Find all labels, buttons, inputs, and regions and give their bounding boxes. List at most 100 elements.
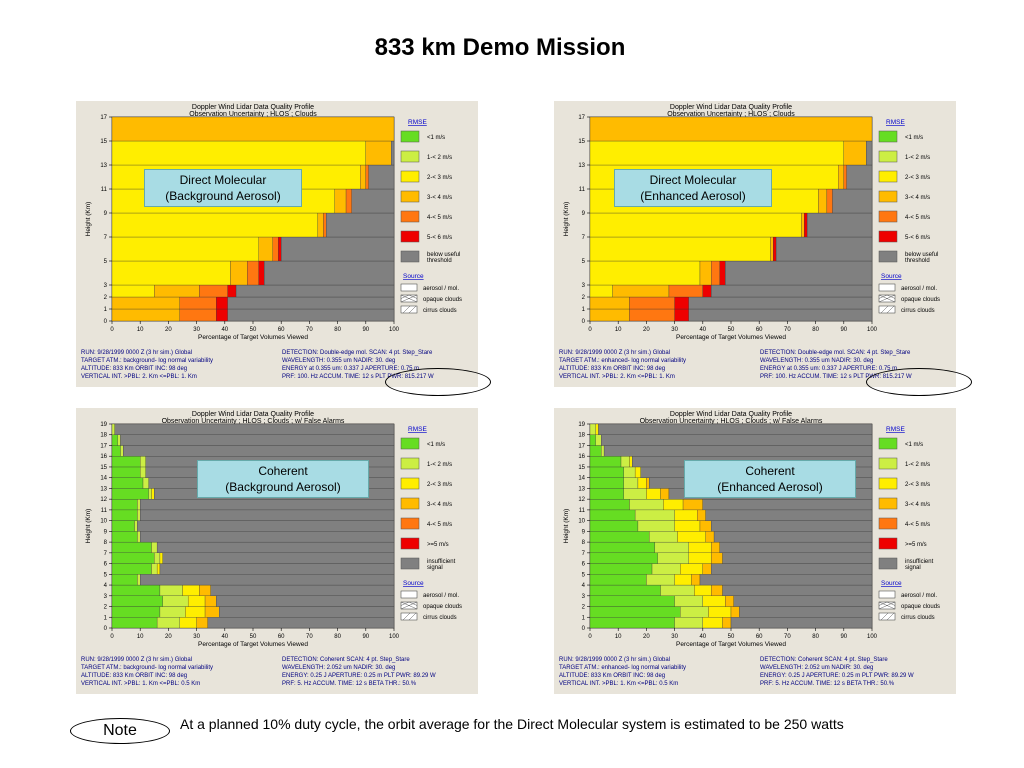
bar-segment bbox=[111, 584, 161, 596]
legend-swatch bbox=[400, 250, 420, 263]
legend-swatch bbox=[400, 517, 420, 530]
y-tick-label: 9 bbox=[104, 211, 108, 217]
run-info-line: WAVELENGTH: 0.355 um NADIR: 30. deg bbox=[760, 358, 874, 364]
bar-segment bbox=[589, 296, 630, 310]
y-tick-label: 2 bbox=[104, 605, 108, 611]
overlay-label: Direct Molecular (Enhanced Aerosol) bbox=[614, 169, 772, 207]
bar-segment bbox=[711, 563, 873, 575]
legend-swatch bbox=[400, 170, 420, 183]
overlay-label-line: (Enhanced Aerosol) bbox=[717, 480, 823, 494]
x-tick-label: 0 bbox=[110, 327, 114, 333]
bar-segment bbox=[140, 509, 395, 521]
bar-segment bbox=[111, 466, 141, 478]
source-swatch bbox=[400, 590, 418, 599]
y-tick-label: 12 bbox=[100, 497, 107, 503]
legend-swatch bbox=[400, 130, 420, 143]
bar-segment bbox=[179, 617, 197, 629]
bar-segment bbox=[682, 499, 703, 511]
legend-swatch bbox=[878, 250, 898, 263]
bar-segment bbox=[117, 434, 121, 446]
run-info-line: ENERGY: 0.25 J APERTURE: 0.25 m PLT PWR:… bbox=[760, 673, 914, 679]
bar-segment bbox=[230, 260, 248, 286]
x-tick-label: 50 bbox=[250, 327, 257, 333]
bar-segment bbox=[137, 499, 141, 511]
x-tick-label: 60 bbox=[756, 634, 763, 640]
bar-segment bbox=[801, 212, 805, 238]
bar-segment bbox=[595, 434, 602, 446]
bar-segment bbox=[680, 606, 709, 618]
bar-segment bbox=[589, 552, 658, 564]
chart-title: Doppler Wind Lidar Data Quality Profile bbox=[192, 411, 314, 418]
x-tick-label: 20 bbox=[643, 327, 650, 333]
legend-title: RMSE bbox=[886, 426, 905, 433]
bar-segment bbox=[713, 531, 873, 543]
run-info-line: DETECTION: Double-edge mol. SCAN: 4 pt. … bbox=[760, 350, 911, 356]
legend-swatch bbox=[878, 477, 898, 490]
cirrus-hatch bbox=[402, 612, 417, 621]
run-info-line: ALTITUDE: 833 Km ORBIT INC: 98 deg bbox=[81, 673, 188, 679]
x-tick-label: 100 bbox=[867, 634, 878, 640]
bar-segment bbox=[674, 595, 703, 607]
x-axis-label: Percentage of Target Volumes Viewed bbox=[198, 641, 308, 648]
bar-segment bbox=[159, 606, 186, 618]
legend-label: threshold bbox=[427, 258, 452, 264]
x-tick-label: 50 bbox=[728, 634, 735, 640]
x-tick-label: 80 bbox=[812, 327, 819, 333]
overlay-label-line: (Background Aerosol) bbox=[165, 189, 281, 203]
source-label: cirrus clouds bbox=[423, 615, 457, 621]
bar-segment bbox=[730, 606, 740, 618]
chart-svg: Doppler Wind Lidar Data Quality ProfileO… bbox=[563, 104, 940, 341]
bar-segment bbox=[185, 606, 206, 618]
run-info-line: VERTICAL INT. >PBL: 1. Km <=PBL: 0.5 Km bbox=[81, 681, 201, 687]
opaque-hatch bbox=[878, 601, 896, 610]
y-tick-label: 0 bbox=[104, 319, 108, 325]
bar-segment bbox=[278, 236, 282, 262]
bar-segment bbox=[705, 531, 715, 543]
bar-segment bbox=[216, 308, 228, 322]
run-info-line: ENERGY: 0.25 J APERTURE: 0.25 m PLT PWR:… bbox=[282, 673, 436, 679]
bar-segment bbox=[162, 552, 395, 564]
chart-svg: Doppler Wind Lidar Data Quality ProfileO… bbox=[563, 411, 940, 648]
y-tick-label: 8 bbox=[582, 540, 586, 546]
legend-label: 4-< 5 m/s bbox=[427, 522, 452, 528]
run-info-line: ENERGY at 0.355 um: 0.337 J APERTURE: 0.… bbox=[282, 366, 420, 372]
bar-segment bbox=[154, 284, 200, 298]
bar-segment bbox=[159, 552, 163, 564]
y-tick-label: 17 bbox=[100, 443, 107, 449]
bar-segment bbox=[589, 434, 596, 446]
bar-segment bbox=[159, 584, 183, 596]
y-tick-label: 4 bbox=[104, 583, 108, 589]
x-tick-label: 100 bbox=[389, 327, 400, 333]
y-tick-label: 19 bbox=[100, 422, 107, 428]
source-label: opaque clouds bbox=[901, 297, 940, 303]
legend-label: threshold bbox=[905, 258, 930, 264]
bar-segment bbox=[111, 116, 395, 142]
bar-segment bbox=[589, 499, 630, 511]
y-tick-label: 11 bbox=[579, 187, 586, 193]
bar-segment bbox=[699, 574, 873, 586]
bar-segment bbox=[351, 188, 395, 214]
bar-segment bbox=[120, 434, 395, 446]
run-info-right: DETECTION: Double-edge mol. SCAN: 4 pt. … bbox=[282, 349, 480, 381]
bar-segment bbox=[589, 236, 771, 262]
bar-segment bbox=[674, 574, 692, 586]
x-tick-label: 40 bbox=[699, 327, 706, 333]
run-info-line: PRF: 100. Hz ACCUM. TIME: 12 s PLT PWR: … bbox=[282, 374, 434, 380]
legend-swatch bbox=[878, 230, 898, 243]
legend-swatch bbox=[878, 537, 898, 550]
chart-title: Doppler Wind Lidar Data Quality Profile bbox=[192, 104, 314, 111]
run-info-line: VERTICAL INT. >PBL: 1. Km <=PBL: 0.5 Km bbox=[559, 681, 679, 687]
run-info-line: TARGET ATM.: background- log normal vari… bbox=[81, 665, 214, 671]
y-tick-label: 1 bbox=[582, 307, 586, 313]
bar-segment bbox=[111, 488, 149, 500]
note-badge: Note bbox=[70, 718, 170, 744]
y-tick-label: 6 bbox=[104, 562, 108, 568]
y-tick-label: 7 bbox=[104, 551, 108, 557]
bar-segment bbox=[258, 236, 273, 262]
legend-swatch bbox=[400, 190, 420, 203]
y-tick-label: 18 bbox=[100, 433, 107, 439]
run-info-line: WAVELENGTH: 2.052 um NADIR: 30. deg bbox=[760, 665, 874, 671]
bar-segment bbox=[838, 164, 844, 190]
opaque-hatch bbox=[400, 601, 418, 610]
bar-segment bbox=[688, 552, 712, 564]
